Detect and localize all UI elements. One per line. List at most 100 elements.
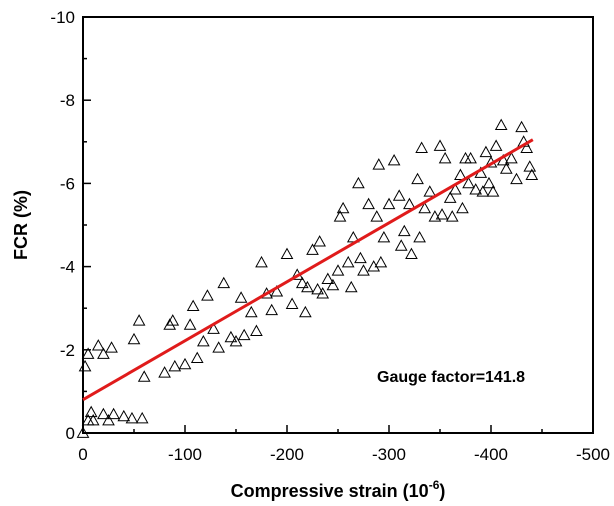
- data-point-triangle: [374, 255, 388, 268]
- data-point-triangle: [443, 191, 457, 203]
- x-tick-label: -400: [474, 445, 508, 464]
- gauge-factor-annotation: Gauge factor=141.8: [377, 369, 525, 386]
- data-point-triangle: [523, 160, 537, 172]
- data-point-triangle: [190, 351, 204, 364]
- data-point-triangle: [217, 276, 231, 289]
- data-point-triangle: [295, 276, 309, 289]
- data-point-triangle: [362, 197, 375, 210]
- x-tick-label: -200: [270, 445, 304, 464]
- data-point-triangle: [321, 272, 335, 284]
- data-point-triangle: [280, 247, 294, 260]
- data-point-triangle: [341, 255, 355, 268]
- data-point-triangle: [405, 247, 418, 260]
- data-point-triangle: [454, 168, 467, 180]
- data-point-triangle: [372, 158, 386, 170]
- data-point-triangle: [212, 341, 226, 353]
- data-point-triangle: [102, 413, 115, 426]
- y-axis-title: FCR (%): [11, 190, 31, 260]
- data-point-triangle: [76, 426, 90, 438]
- data-point-triangle: [229, 334, 243, 347]
- data-point-triangle: [183, 318, 197, 330]
- data-point-triangle: [456, 201, 469, 214]
- data-point-triangle: [428, 210, 442, 222]
- data-point-triangle: [462, 176, 475, 189]
- data-point-triangle: [91, 339, 105, 351]
- data-point-triangle: [178, 357, 192, 370]
- data-point-triangle: [316, 287, 330, 299]
- data-point-triangle: [486, 185, 500, 197]
- data-point-triangle: [394, 239, 408, 251]
- data-point-triangle: [423, 185, 437, 197]
- x-tick-label: 0: [78, 445, 87, 464]
- data-point-triangle: [352, 176, 365, 189]
- data-point-triangle: [234, 291, 248, 303]
- data-point-triangle: [197, 334, 210, 347]
- data-point-triangle: [97, 347, 110, 359]
- data-point-triangle: [435, 208, 449, 220]
- data-point-triangle: [387, 153, 401, 166]
- y-tick-label: -4: [60, 258, 75, 277]
- data-point-triangle: [438, 151, 452, 164]
- x-tick-label: -100: [168, 445, 202, 464]
- x-tick-label: -500: [576, 445, 610, 464]
- data-point-triangle: [224, 330, 238, 343]
- data-point-triangle: [97, 407, 110, 420]
- x-axis-title: Compressive strain (10-6): [231, 478, 446, 501]
- data-point-triangle: [86, 413, 100, 426]
- data-point-triangle: [117, 409, 131, 422]
- data-point-triangle: [415, 141, 428, 153]
- data-point-triangle: [331, 264, 345, 276]
- data-point-triangle: [163, 318, 177, 330]
- data-point-triangle: [78, 359, 92, 372]
- data-point-triangle: [107, 407, 120, 420]
- data-point-triangle: [311, 282, 324, 295]
- data-points: [76, 118, 539, 438]
- data-point-triangle: [499, 162, 513, 174]
- y-tick-label: -2: [60, 341, 75, 360]
- data-point-triangle: [166, 314, 180, 326]
- data-point-triangle: [494, 118, 508, 131]
- data-point-triangle: [135, 411, 149, 424]
- data-point-triangle: [469, 183, 483, 195]
- data-point-triangle: [207, 322, 220, 334]
- data-point-triangle: [255, 255, 268, 268]
- axis-tick-labels: 0 -100 -200 -300 -400 -500 0 -2 -4 -6 -8 -10: [50, 8, 610, 464]
- data-point-triangle: [313, 235, 326, 247]
- data-point-triangle: [418, 201, 432, 214]
- data-point-triangle: [158, 366, 171, 378]
- data-point-triangle: [505, 151, 518, 164]
- data-point-triangle: [382, 197, 396, 210]
- data-point-triangle: [344, 280, 358, 293]
- data-point-triangle: [81, 347, 95, 359]
- data-point-triangle: [445, 210, 459, 222]
- data-point-triangle: [411, 172, 424, 185]
- data-point-triangle: [265, 303, 279, 316]
- y-tick-label: -10: [50, 8, 75, 27]
- data-point-triangle: [464, 151, 477, 164]
- y-tick-label: 0: [66, 424, 75, 443]
- data-point-triangle: [520, 141, 534, 153]
- data-point-triangle: [244, 305, 258, 318]
- data-point-triangle: [237, 328, 251, 341]
- data-point-triangle: [127, 332, 141, 345]
- data-point-triangle: [525, 168, 539, 180]
- data-point-triangle: [306, 243, 319, 255]
- data-point-triangle: [125, 411, 139, 424]
- data-point-triangle: [336, 201, 350, 214]
- data-point-triangle: [186, 299, 200, 312]
- data-point-triangle: [397, 224, 411, 237]
- linear-fit-line: [82, 138, 534, 402]
- data-point-triangle: [285, 297, 299, 309]
- data-point-triangle: [132, 314, 146, 326]
- data-point-triangle: [357, 264, 370, 276]
- data-point-triangle: [515, 120, 528, 133]
- data-point-triangle: [168, 359, 182, 372]
- axis-ticks: [82, 16, 594, 434]
- y-tick-label: -6: [60, 174, 75, 193]
- data-point-triangle: [413, 230, 426, 243]
- data-point-triangle: [250, 324, 263, 336]
- data-point-triangle: [301, 280, 314, 293]
- data-point-triangle: [510, 172, 523, 185]
- data-point-triangle: [137, 370, 151, 382]
